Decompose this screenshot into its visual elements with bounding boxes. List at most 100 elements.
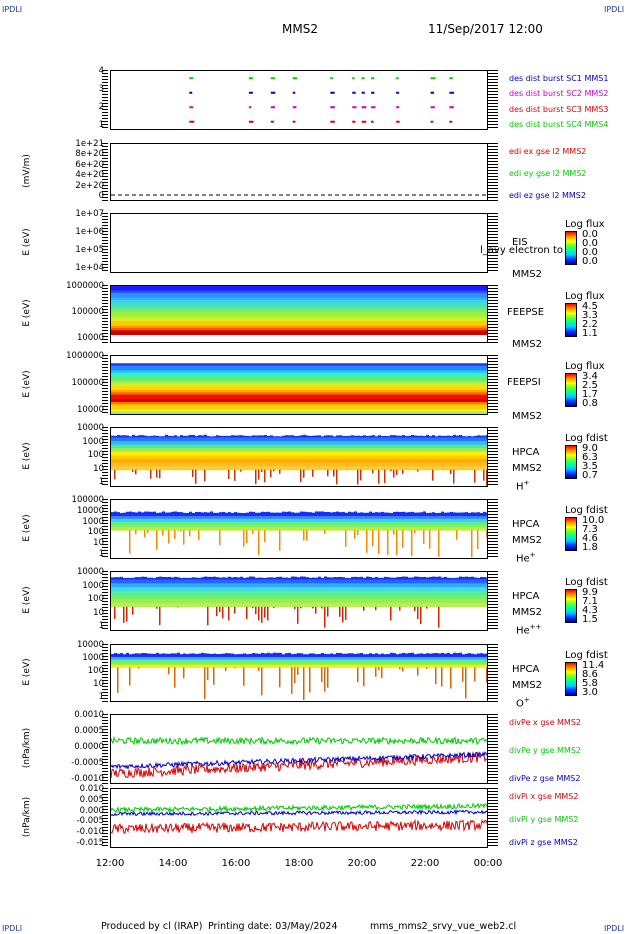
heatmap-gap (390, 573, 393, 578)
heatmap-gap (198, 572, 201, 578)
heatmap-gap (360, 431, 363, 436)
heatmap-gap (186, 431, 189, 436)
heatmap-band (111, 659, 487, 663)
heatmap-gap (342, 573, 345, 578)
y-tick-label: 10000 (76, 640, 104, 650)
panel-burst (110, 70, 488, 130)
heatmap-gap (159, 430, 162, 437)
heatmap-gap (129, 510, 132, 512)
heatmap-spike (426, 667, 428, 669)
heatmap-gap (180, 509, 183, 513)
heatmap-gap (126, 432, 129, 436)
heatmap-gap (258, 649, 261, 654)
heatmap-row (111, 335, 487, 338)
heatmap-spike (327, 606, 329, 617)
heatmap-gap (210, 574, 213, 577)
heatmap-row (111, 286, 487, 289)
heatmap-gap (474, 573, 477, 578)
heatmap-gap (270, 573, 273, 578)
heatmap-gap (270, 508, 273, 513)
heatmap-gap (303, 433, 306, 435)
heatmap-gap (213, 649, 216, 654)
burst-marker (396, 120, 400, 123)
colorbar-value: 3.0 (582, 687, 598, 698)
heatmap-gap (273, 573, 276, 578)
heatmap-gap (459, 651, 462, 653)
heatmap-gap (267, 431, 270, 436)
heatmap-gap (348, 431, 351, 436)
heatmap-spike (414, 606, 416, 611)
footer-printing-date: Printing date: 03/May/2024 (208, 921, 338, 932)
heatmap-spike (420, 606, 422, 625)
heatmap-gap (186, 648, 189, 655)
heatmap-gap (477, 508, 480, 513)
heatmap-gap (120, 507, 123, 514)
heatmap-gap (189, 572, 192, 578)
heatmap-gap (267, 651, 270, 653)
heatmap-gap (297, 508, 300, 513)
heatmap-spike (168, 530, 170, 544)
heatmap-spike (132, 606, 134, 615)
y-tick-label: 0.0005 (74, 726, 104, 736)
x-tick-label: 14:00 (158, 858, 188, 869)
heatmap-gap (279, 430, 282, 437)
heatmap-spike (474, 667, 476, 682)
heatmap-gap (237, 573, 240, 578)
heatmap-spike (219, 530, 221, 546)
heatmap-spike (324, 606, 326, 628)
heatmap-gap (447, 508, 450, 513)
colorbar-value: 3.3 (582, 310, 598, 321)
heatmap-spike (144, 530, 146, 538)
burst-marker (396, 91, 400, 94)
heatmap-gap (321, 510, 324, 512)
y-axis-label: (mV/m) (22, 154, 32, 188)
colorbar-title: Log fdist (565, 577, 608, 588)
heatmap-spike (375, 667, 377, 677)
heatmap-gap (402, 509, 405, 512)
heatmap-spike (429, 530, 431, 549)
heatmap-row (111, 385, 487, 388)
heatmap-gap (369, 650, 372, 654)
heatmap-gap (138, 650, 141, 654)
heatmap-band (111, 513, 487, 517)
heatmap-gap (279, 508, 282, 513)
heatmap-gap (396, 574, 399, 578)
heatmap-gap (225, 650, 228, 654)
panel-hpca_he1 (110, 499, 488, 559)
plot-area-hpca_h (111, 430, 487, 486)
legend-entry: divPi x gse MMS2 (509, 792, 579, 801)
heatmap-gap (288, 572, 291, 578)
legend-entry: divPi z gse MMS2 (509, 838, 578, 847)
heatmap-gap (231, 573, 234, 578)
heatmap-gap (279, 651, 282, 653)
y-axis-label: E (eV) (22, 370, 32, 398)
heatmap-spike (264, 530, 266, 543)
heatmap-gap (456, 572, 459, 578)
heatmap-row (111, 404, 487, 408)
heatmap-gap (216, 507, 219, 513)
plot-area-feepsi (111, 356, 487, 414)
heatmap-gap (186, 507, 189, 513)
heatmap-gap (243, 572, 246, 578)
heatmap-gap (159, 575, 162, 577)
burst-marker (371, 91, 375, 94)
heatmap-band (111, 516, 487, 520)
colorbar (565, 445, 577, 479)
heatmap-gap (147, 510, 150, 512)
heatmap-gap (150, 573, 153, 578)
heatmap-band (111, 598, 487, 604)
heatmap-spike (390, 606, 392, 621)
panel-divpe (110, 714, 488, 784)
heatmap-gap (366, 431, 369, 436)
heatmap-gap (138, 510, 141, 512)
heatmap-gap (201, 432, 204, 436)
heatmap-gap (249, 575, 252, 577)
heatmap-gap (369, 432, 372, 436)
heatmap-gap (375, 650, 378, 654)
heatmap-gap (273, 651, 276, 653)
instrument-label: FEEPSI (507, 377, 541, 388)
heatmap-gap (402, 433, 405, 436)
y-tick-label: 1000 (82, 516, 104, 527)
heatmap-row (111, 304, 487, 308)
y-tick-label: 10000 (76, 567, 104, 577)
